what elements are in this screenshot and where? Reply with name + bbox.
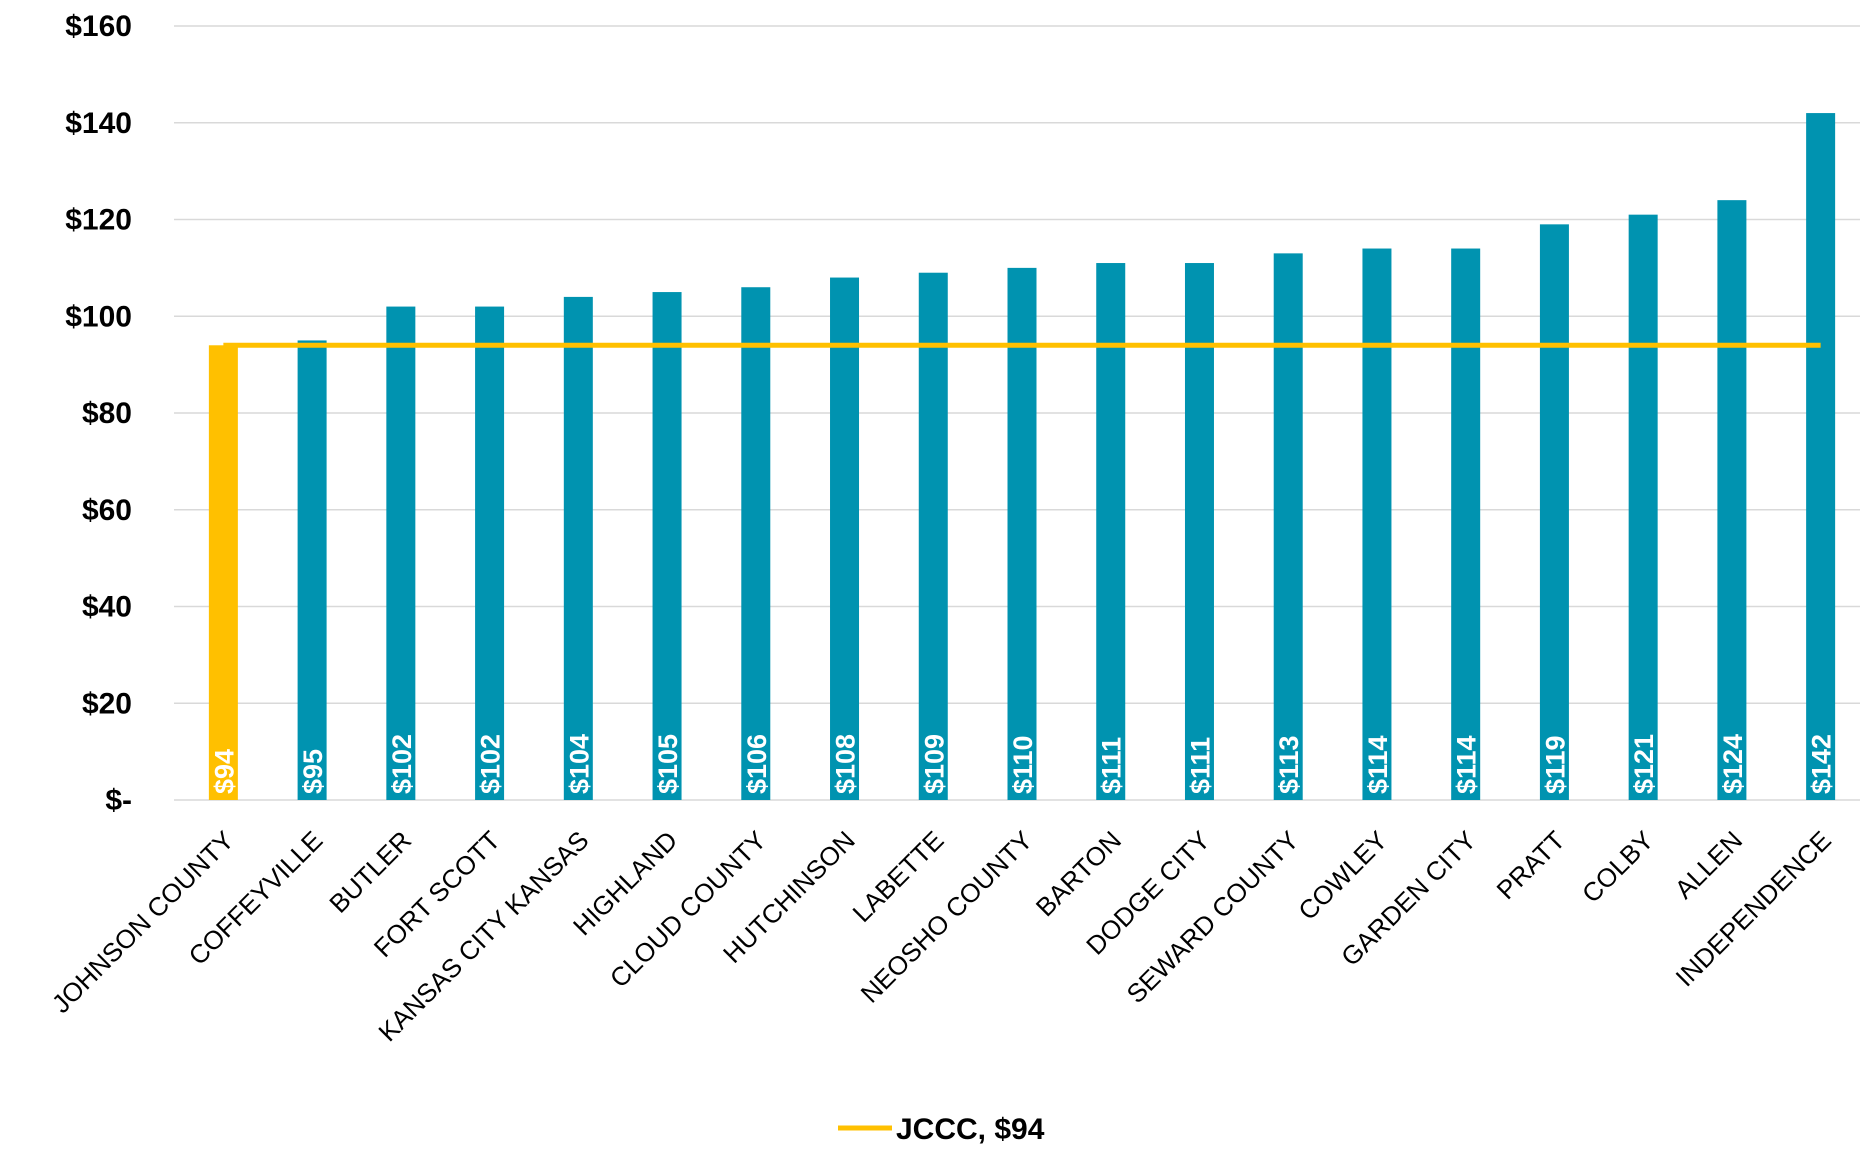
data-label: $104 <box>564 734 594 794</box>
data-label: $109 <box>919 734 949 794</box>
data-label: $142 <box>1807 734 1837 794</box>
bar-colby <box>1628 214 1658 801</box>
data-label: $111 <box>1097 737 1127 794</box>
data-label: $121 <box>1629 734 1659 794</box>
y-tick-label: $140 <box>65 107 132 140</box>
data-label: $108 <box>831 734 861 794</box>
x-tick-label: NEOSHO COUNTY <box>855 825 1039 1009</box>
bar-coffeyville <box>297 340 327 800</box>
bar-dodge-city <box>1184 263 1214 801</box>
y-tick-label: $20 <box>82 687 132 720</box>
bar-fort-scott <box>475 306 505 800</box>
y-tick-label: $80 <box>82 397 132 430</box>
data-label: $124 <box>1718 734 1748 794</box>
bar-barton <box>1096 263 1126 801</box>
data-label: $113 <box>1274 735 1304 794</box>
x-tick-label: SEWARD COUNTY <box>1120 825 1304 1009</box>
bar-seward-county <box>1273 253 1303 801</box>
data-label: $94 <box>209 749 239 794</box>
x-tick-label: BUTLER <box>323 825 417 919</box>
data-label: $105 <box>653 734 683 794</box>
data-label: $102 <box>476 734 506 794</box>
data-label: $119 <box>1540 735 1570 794</box>
data-label: $106 <box>742 734 772 794</box>
bars <box>208 113 1836 801</box>
bar-johnson-county <box>208 345 238 800</box>
y-tick-label: $40 <box>82 591 132 624</box>
x-tick-label: PRATT <box>1491 825 1571 905</box>
bar-hutchinson <box>830 277 860 800</box>
bar-neosho-county <box>1007 267 1037 800</box>
bar-pratt <box>1539 224 1569 800</box>
y-tick-label: $160 <box>65 10 132 43</box>
bar-highland <box>652 292 682 800</box>
legend-label-jccc: JCCC, $94 <box>896 1113 1045 1146</box>
y-tick-label: $120 <box>65 204 132 237</box>
x-tick-label: CLOUD COUNTY <box>604 825 772 993</box>
bar-cloud-county <box>741 287 771 801</box>
y-tick-label: $100 <box>65 300 132 333</box>
bar-garden-city <box>1451 248 1481 800</box>
y-axis-tick-labels: $- $20 $40 $60 $80 $100 $120 $140 $160 <box>65 10 132 817</box>
bar-independence <box>1806 113 1836 800</box>
x-tick-label: INDEPENDENCE <box>1670 825 1837 992</box>
data-label: $111 <box>1185 737 1215 794</box>
data-label: $102 <box>387 734 417 794</box>
x-tick-label: ALLEN <box>1669 825 1748 904</box>
bar-cowley <box>1362 248 1392 800</box>
bar-kansas-city-kansas <box>563 296 593 800</box>
bar-allen <box>1717 200 1747 800</box>
y-tick-label: $- <box>105 784 132 817</box>
data-label: $114 <box>1452 735 1482 794</box>
data-label: $110 <box>1008 735 1038 794</box>
bar-labette <box>918 272 948 800</box>
bar-butler <box>386 306 416 800</box>
y-tick-label: $60 <box>82 494 132 527</box>
data-label: $114 <box>1363 735 1393 794</box>
data-label: $95 <box>298 749 328 794</box>
x-tick-label: COLBY <box>1576 825 1660 909</box>
legend: JCCC, $94 <box>838 1113 1045 1146</box>
data-labels: $94 $95 $102 $102 $104 $105 $106 $108 $109 $110 $1… <box>209 734 1836 794</box>
